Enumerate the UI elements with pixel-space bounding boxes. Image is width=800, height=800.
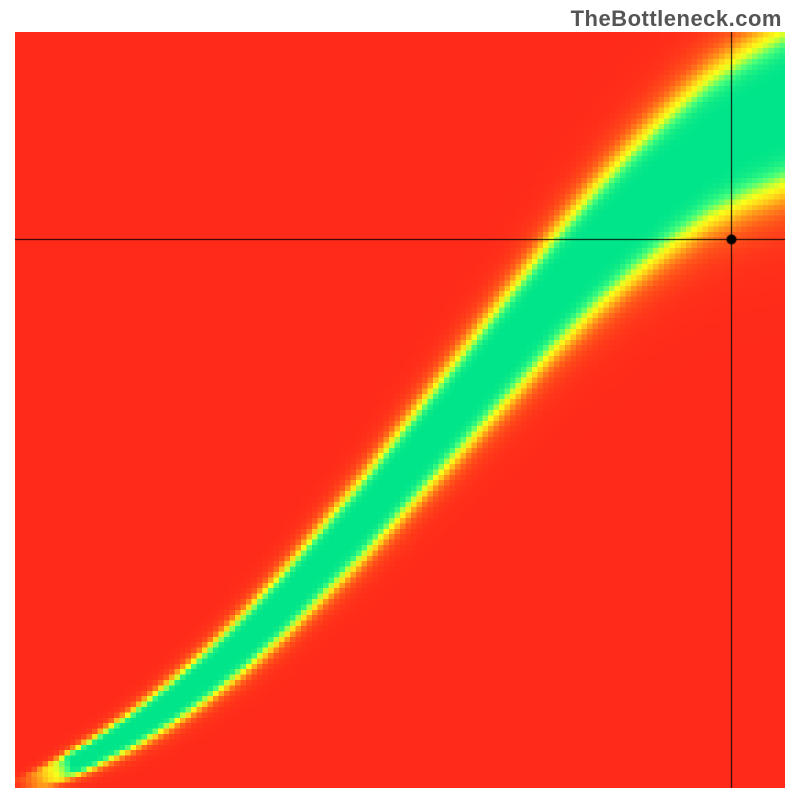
crosshair-overlay (15, 32, 785, 788)
bottleneck-heatmap-plot (15, 32, 785, 788)
watermark-text: TheBottleneck.com (571, 6, 782, 32)
